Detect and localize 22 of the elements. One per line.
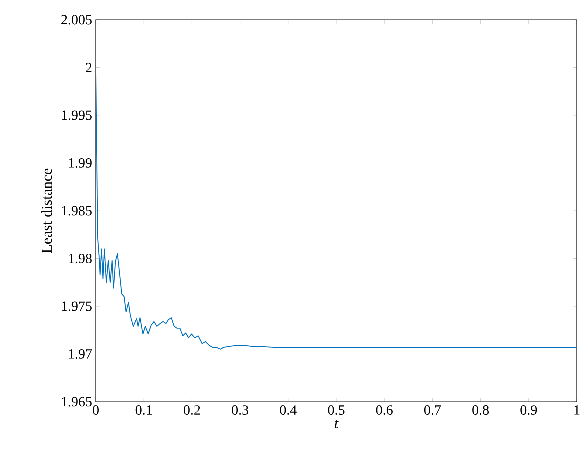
x-tick-label: 0.3 <box>232 406 249 416</box>
x-tick-label: 0.8 <box>472 406 490 416</box>
x-tick-label: 0.9 <box>520 406 538 416</box>
x-tick-label: 0 <box>93 406 99 415</box>
x-tick-label: 0.6 <box>376 406 393 416</box>
x-tick-label: 0.1 <box>136 406 152 416</box>
x-tick-label: 0.7 <box>424 406 442 416</box>
y-tick-label: 1.97 <box>69 350 92 359</box>
x-tick-label: 0.4 <box>280 406 297 416</box>
y-tick-label: 2 <box>86 63 92 72</box>
y-tick-label: 1.985 <box>62 206 92 216</box>
y-tick-label: 2.005 <box>62 15 92 25</box>
x-tick-label: 0.2 <box>184 406 200 416</box>
y-tick-label: 1.965 <box>62 397 92 407</box>
y-axis-title: Least distance <box>42 168 52 254</box>
y-tick-label: 1.975 <box>62 302 92 312</box>
y-tick-label: 1.98 <box>69 254 92 264</box>
x-tick-label: 1 <box>574 406 580 415</box>
y-tick-label: 1.995 <box>62 110 92 120</box>
x-axis-title: t <box>335 420 339 428</box>
y-tick-label: 1.99 <box>69 158 92 168</box>
x-tick-label: 0.5 <box>328 406 345 416</box>
